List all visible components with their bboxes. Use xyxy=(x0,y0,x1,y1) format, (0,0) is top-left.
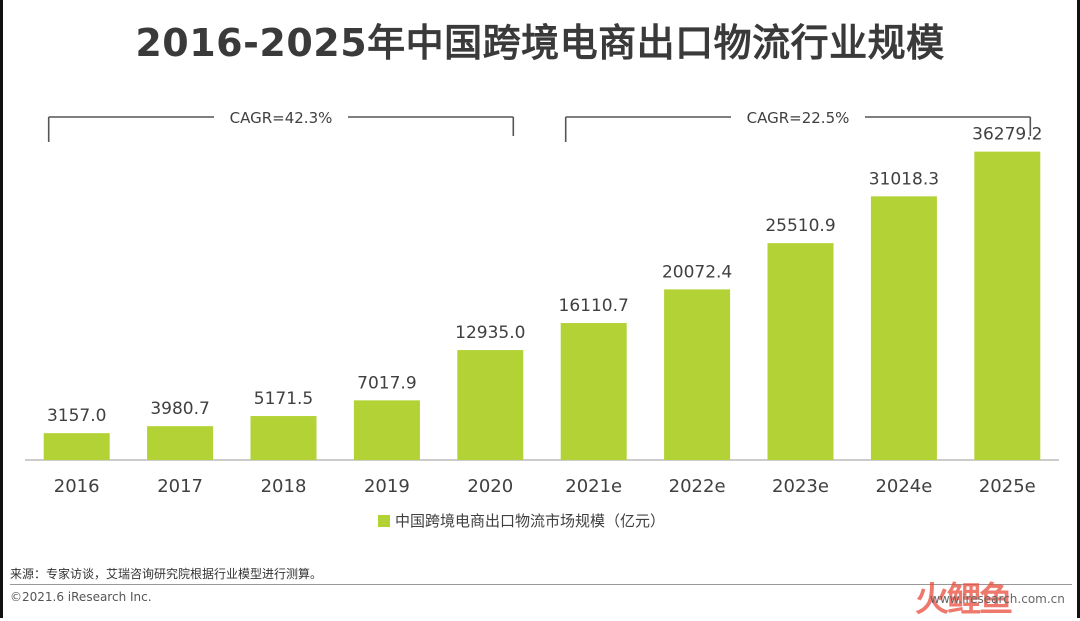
source-note: 来源：专家访谈，艾瑞咨询研究院根据行业模型进行测算。 xyxy=(10,567,323,581)
bar-2025e xyxy=(974,151,1041,460)
cagr-label-1: CAGR=22.5% xyxy=(747,109,850,127)
bar-chart: 3157.0 2016 3980.7 2017 5171.5 2018 7017.9 2019… xyxy=(25,109,1059,530)
data-label-2016: 3157.0 xyxy=(47,406,106,426)
bar-2020 xyxy=(457,350,524,460)
bar-2024e xyxy=(870,196,937,460)
data-label-2018: 5171.5 xyxy=(254,389,313,409)
footer-divider xyxy=(10,584,1072,585)
legend-swatch xyxy=(378,515,390,527)
x-tick-2017: 2017 xyxy=(157,476,203,497)
x-tick-2024e: 2024e xyxy=(875,476,932,497)
data-label-2021e: 16110.7 xyxy=(559,296,629,316)
bar-2017 xyxy=(147,426,214,460)
x-tick-2025e: 2025e xyxy=(979,476,1036,497)
data-label-2022e: 20072.4 xyxy=(662,262,732,282)
cagr-label-0: CAGR=42.3% xyxy=(230,109,333,127)
data-label-2017: 3980.7 xyxy=(150,399,209,419)
chart-title: 2016-2025年中国跨境电商出口物流行业规模 xyxy=(135,21,945,65)
data-label-2025e: 36279.2 xyxy=(972,125,1042,145)
bar-2019 xyxy=(353,400,420,460)
data-label-2020: 12935.0 xyxy=(455,323,525,343)
x-tick-2020: 2020 xyxy=(467,476,513,497)
x-tick-2019: 2019 xyxy=(364,476,410,497)
x-tick-2023e: 2023e xyxy=(772,476,829,497)
data-label-2019: 7017.9 xyxy=(357,373,416,393)
data-label-2024e: 31018.3 xyxy=(869,169,939,189)
bar-2022e xyxy=(664,289,731,460)
bar-2021e xyxy=(560,323,627,460)
x-tick-2022e: 2022e xyxy=(669,476,726,497)
legend-label: 中国跨境电商出口物流市场规模（亿元） xyxy=(395,512,665,530)
bar-2018 xyxy=(250,416,317,460)
watermark-logo: 火鲤鱼 xyxy=(915,580,1013,620)
left-border xyxy=(0,0,3,618)
bar-2016 xyxy=(43,433,110,460)
x-tick-2018: 2018 xyxy=(261,476,307,497)
right-border xyxy=(1077,0,1080,618)
copyright-text: ©2021.6 iResearch Inc. xyxy=(10,590,152,604)
site-url: www.iresearch.com.cn xyxy=(930,592,1065,606)
x-tick-2021e: 2021e xyxy=(565,476,622,497)
bar-2023e xyxy=(767,243,834,460)
data-label-2023e: 25510.9 xyxy=(765,216,835,236)
x-tick-2016: 2016 xyxy=(54,476,100,497)
